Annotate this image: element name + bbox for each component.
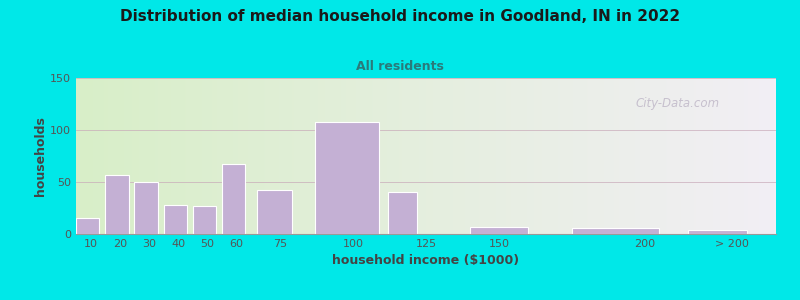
Text: All residents: All residents (356, 60, 444, 73)
Bar (257, 190, 292, 234)
Bar (388, 192, 418, 234)
Bar (470, 227, 528, 234)
X-axis label: household income ($1000): household income ($1000) (333, 254, 519, 267)
Text: Distribution of median household income in Goodland, IN in 2022: Distribution of median household income … (120, 9, 680, 24)
Bar (134, 182, 158, 234)
Bar (689, 230, 747, 234)
Bar (163, 205, 187, 234)
Y-axis label: households: households (34, 116, 47, 196)
Bar (105, 175, 129, 234)
Bar (193, 206, 216, 234)
Bar (315, 122, 379, 234)
Text: City-Data.com: City-Data.com (636, 97, 720, 110)
Bar (572, 228, 659, 234)
Bar (76, 218, 99, 234)
Bar (222, 164, 245, 234)
